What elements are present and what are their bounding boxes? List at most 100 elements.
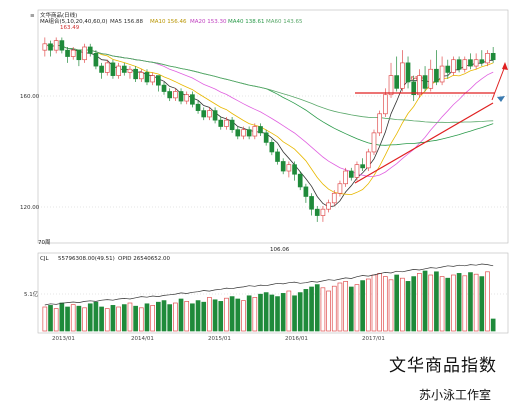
candle-body bbox=[320, 208, 326, 216]
volume-bar bbox=[65, 306, 70, 332]
volume-bar bbox=[326, 290, 331, 332]
volume-bar bbox=[178, 298, 184, 332]
candle-body bbox=[207, 110, 212, 118]
candle-body bbox=[224, 119, 229, 127]
candle-body bbox=[246, 129, 252, 137]
volume-bar bbox=[42, 306, 48, 332]
volume-bar bbox=[138, 307, 144, 332]
volume-bar bbox=[207, 297, 212, 332]
breakout-arrow-line bbox=[491, 65, 506, 101]
candle-body bbox=[490, 52, 496, 61]
candle-body bbox=[269, 142, 275, 153]
volume-bar bbox=[365, 278, 371, 332]
candle-body bbox=[280, 161, 286, 172]
volume-bar bbox=[87, 303, 93, 332]
candle-body bbox=[422, 75, 428, 89]
volume-bar bbox=[167, 304, 173, 332]
candle-body bbox=[48, 43, 53, 51]
volume-bar bbox=[224, 297, 229, 332]
volume-bar bbox=[292, 295, 297, 332]
x-tick-label: 2013/01 bbox=[52, 336, 75, 342]
candle-body bbox=[405, 62, 411, 83]
ma60-label: MA60 143.65 bbox=[266, 19, 303, 25]
candle-body bbox=[377, 113, 382, 134]
volume-bar bbox=[331, 285, 337, 332]
symbol-label: 文华商品(日线) bbox=[40, 11, 77, 19]
volume-bar bbox=[144, 303, 150, 332]
candle-body bbox=[348, 170, 354, 178]
volume-bars bbox=[42, 270, 496, 332]
volume-bar bbox=[263, 292, 269, 332]
candle-body bbox=[161, 84, 167, 92]
candle-body bbox=[201, 110, 207, 118]
candle-body bbox=[263, 132, 269, 143]
candle-body bbox=[365, 151, 371, 169]
candle-body bbox=[383, 94, 388, 115]
volume-bar bbox=[82, 307, 87, 332]
candle-body bbox=[360, 164, 365, 169]
candle-body bbox=[156, 75, 161, 86]
volume-bar bbox=[235, 298, 241, 332]
volume-bar bbox=[121, 304, 127, 332]
candlesticks bbox=[42, 37, 496, 222]
volume-bar bbox=[485, 271, 490, 332]
x-axis-labels: 2013/01 2014/01 2015/01 2016/01 2017/01 bbox=[52, 336, 385, 342]
volume-bar bbox=[53, 308, 59, 332]
volume-bar bbox=[337, 282, 343, 332]
recent-high-annotation: 164.90 bbox=[407, 76, 427, 82]
caption-title: 文华商品指数 bbox=[389, 356, 497, 376]
volume-bar bbox=[473, 273, 479, 332]
candle-body bbox=[138, 72, 144, 80]
volume-bar bbox=[127, 302, 133, 332]
caption-subtitle: 苏小泳工作室 bbox=[418, 388, 491, 402]
candle-body bbox=[456, 59, 462, 70]
volume-bar bbox=[70, 304, 76, 332]
x-tick-label: 2015/01 bbox=[208, 336, 231, 342]
volume-bar bbox=[161, 300, 167, 332]
x-tick-label: 2016/01 bbox=[285, 336, 308, 342]
candle-body bbox=[229, 119, 235, 131]
volume-bar bbox=[445, 277, 451, 332]
candle-body bbox=[65, 49, 70, 57]
volume-bar bbox=[173, 302, 178, 332]
volume-bar bbox=[150, 305, 155, 332]
candle-body bbox=[303, 186, 309, 197]
volume-bar bbox=[110, 305, 116, 332]
volume-bar bbox=[241, 300, 246, 332]
candle-body bbox=[76, 49, 82, 61]
volume-bar bbox=[422, 270, 428, 332]
candle-body bbox=[331, 192, 337, 204]
volume-value-label: 55796308.00(49.51) bbox=[58, 256, 115, 262]
low-annotation: 106.06 bbox=[270, 247, 290, 253]
volume-bar bbox=[76, 305, 82, 332]
volume-bar bbox=[297, 292, 303, 332]
volume-bar bbox=[479, 276, 485, 332]
candle-body bbox=[462, 59, 468, 70]
volume-bar bbox=[133, 305, 138, 332]
last-price-marker bbox=[497, 96, 505, 102]
volume-bar bbox=[383, 276, 388, 332]
volume-bar bbox=[371, 274, 377, 332]
candle-body bbox=[110, 62, 116, 76]
candle-body bbox=[400, 62, 405, 89]
volume-bar bbox=[212, 299, 218, 332]
volume-bar bbox=[229, 296, 235, 332]
volume-bar bbox=[462, 275, 468, 332]
ma40-label: MA40 138.61 bbox=[228, 19, 265, 25]
candle-body bbox=[468, 59, 473, 67]
x-tick-label: 2014/01 bbox=[131, 336, 154, 342]
opid-line bbox=[44, 263, 494, 306]
opid-label: OPID 26540652.00 bbox=[118, 256, 170, 262]
menu-icon[interactable]: ≡ bbox=[30, 13, 35, 19]
high-annotation: 163.49 bbox=[60, 25, 80, 31]
volume-bar bbox=[246, 295, 252, 332]
candle-body bbox=[411, 81, 417, 96]
ma10-label: MA10 156.46 bbox=[150, 19, 187, 25]
candle-body bbox=[473, 59, 479, 67]
candle-body bbox=[116, 65, 121, 76]
volume-bar bbox=[201, 301, 207, 332]
volume-bar bbox=[377, 273, 382, 332]
candle-body bbox=[167, 91, 173, 99]
volume-bar bbox=[354, 284, 360, 332]
volume-bar bbox=[417, 273, 422, 332]
